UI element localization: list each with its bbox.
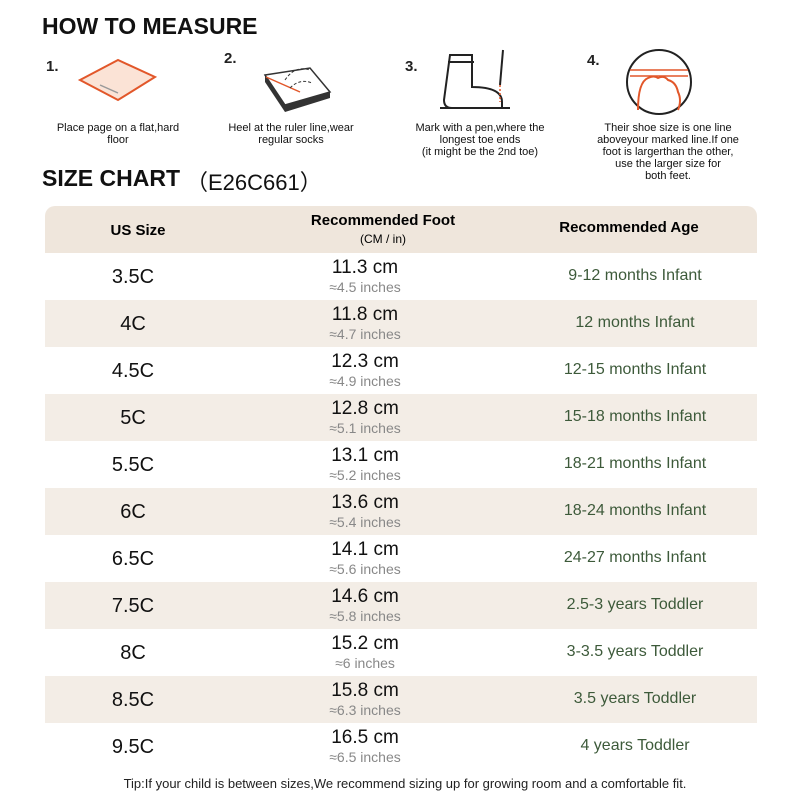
size-cell: 5C — [120, 406, 146, 429]
text-line: foot is largerthan the other, — [602, 146, 734, 158]
foot-inches: ≈5.4 inches — [329, 514, 401, 530]
table-row: 4C 11.8 cm ≈4.7 inches 12 months Infant — [45, 300, 757, 347]
size-cell: 7.5C — [111, 594, 155, 617]
text-line: Heel at the ruler line,wear — [228, 122, 354, 134]
foot-cm: 14.6 cm — [331, 586, 399, 607]
foot-cm: 11.3 cm — [331, 257, 399, 278]
text-line: Mark with a pen,where the — [415, 122, 545, 134]
text-line: Place page on a flat,hard — [56, 122, 180, 134]
foot-inches: ≈6 inches — [335, 655, 395, 671]
header-cell: Recommended Foot — [310, 212, 456, 229]
age-cell: 12-15 months Infant — [563, 360, 707, 378]
age-cell: 18-24 months Infant — [563, 501, 707, 519]
icon-sock — [440, 49, 510, 109]
header-subtext: (CM / in) — [360, 232, 406, 246]
size-cell: 4C — [120, 312, 146, 335]
table-row: 5.5C 13.1 cm ≈5.2 inches 18-21 months Infan… — [45, 441, 757, 488]
step-icons — [77, 49, 692, 115]
table-row: 5C 12.8 cm ≈5.1 inches 15-18 months Infant — [45, 394, 757, 441]
age-cell: 24-27 months Infant — [563, 548, 707, 566]
foot-cm: 15.8 cm — [331, 680, 399, 701]
section-title: SIZE CHART — [42, 165, 180, 191]
table-row: 7.5C 14.6 cm ≈5.8 inches 2.5-3 years Toddle… — [45, 582, 757, 629]
step-number: 4. — [587, 52, 600, 69]
text-line: (it might be the 2nd toe) — [421, 146, 539, 158]
size-table: US Size Recommended Foot (CM / in) Recom… — [45, 206, 757, 770]
foot-cm: 11.8 cm — [331, 304, 399, 325]
foot-inches: ≈6.3 inches — [329, 702, 401, 718]
foot-cm: 13.1 cm — [331, 445, 399, 466]
tip-text: Tip:If your child is between sizes,We re… — [123, 776, 687, 791]
age-cell: 12 months Infant — [575, 313, 695, 331]
foot-cm: 12.8 cm — [331, 398, 399, 419]
foot-inches: ≈5.1 inches — [329, 420, 401, 436]
model-code: （E26C661） — [186, 170, 322, 195]
size-cell: 8C — [120, 641, 146, 664]
foot-inches: ≈5.8 inches — [329, 608, 401, 624]
step-text: Their shoe size is one line aboveyour mar… — [583, 122, 753, 182]
age-cell: 4 years Toddler — [580, 736, 690, 754]
age-cell: 9-12 months Infant — [568, 266, 702, 284]
step-number: 2. — [224, 50, 237, 67]
header-cell: Recommended Age — [559, 219, 699, 236]
foot-inches: ≈4.5 inches — [329, 279, 401, 295]
table-row: 8C 15.2 cm ≈6 inches 3-3.5 years Toddler — [45, 629, 757, 676]
step-text: Place page on a flat,hard floor — [33, 122, 203, 146]
table-row: 8.5C 15.8 cm ≈6.3 inches 3.5 years Toddler — [45, 676, 757, 723]
foot-inches: ≈4.7 inches — [329, 326, 401, 342]
text-line: aboveyour marked line.If one — [597, 134, 739, 146]
foot-cm: 14.1 cm — [331, 539, 399, 560]
size-cell: 6C — [120, 500, 146, 523]
text-line: both feet. — [645, 170, 691, 182]
table-row: 3.5C 11.3 cm ≈4.5 inches 9-12 months Infant — [45, 253, 757, 300]
size-cell: 9.5C — [111, 735, 155, 758]
foot-inches: ≈5.6 inches — [329, 561, 401, 577]
age-cell: 15-18 months Infant — [563, 407, 707, 425]
table-row: 6.5C 14.1 cm ≈5.6 inches 24-27 months Infan… — [45, 535, 757, 582]
text-line: regular socks — [258, 134, 324, 146]
table-row: 6C 13.6 cm ≈5.4 inches 18-24 months Infant — [45, 488, 757, 535]
age-cell: 3.5 years Toddler — [573, 689, 697, 707]
header-row: US Size Recommended Foot (CM / in) Recom… — [45, 206, 757, 253]
foot-cm: 15.2 cm — [331, 633, 399, 654]
foot-cm: 13.6 cm — [331, 492, 399, 513]
section-title: HOW TO MEASURE — [42, 13, 258, 39]
table-row: 4.5C 12.3 cm ≈4.9 inches 12-15 months Infan… — [45, 347, 757, 394]
foot-cm: 12.3 cm — [331, 351, 399, 372]
foot-inches: ≈5.2 inches — [329, 467, 401, 483]
step-text: Heel at the ruler line,wear regular socks — [206, 122, 376, 146]
step-number: 1. — [46, 58, 59, 75]
step-number: 3. — [405, 58, 418, 75]
icon-ruler — [263, 67, 332, 112]
text-line: use the larger size for — [615, 158, 721, 170]
text-line: floor — [107, 134, 129, 146]
foot-cm: 16.5 cm — [331, 727, 399, 748]
age-cell: 18-21 months Infant — [563, 454, 707, 472]
age-cell: 3-3.5 years Toddler — [566, 642, 704, 660]
foot-inches: ≈6.5 inches — [329, 749, 401, 765]
size-cell: 4.5C — [111, 359, 155, 382]
size-cell: 6.5C — [111, 547, 155, 570]
size-cell: 5.5C — [111, 453, 155, 476]
age-cell: 2.5-3 years Toddler — [566, 595, 704, 613]
table-row: 9.5C 16.5 cm ≈6.5 inches 4 years Toddler — [45, 723, 757, 770]
text-line: longest toe ends — [439, 134, 521, 146]
size-cell: 8.5C — [111, 688, 155, 711]
size-cell: 3.5C — [111, 265, 155, 288]
step-text: Mark with a pen,where the longest toe end… — [395, 122, 565, 158]
icon-toe — [626, 49, 692, 115]
icon-paper — [77, 58, 158, 102]
foot-inches: ≈4.9 inches — [329, 373, 401, 389]
text-line: Their shoe size is one line — [604, 122, 732, 134]
header-cell: US Size — [110, 222, 166, 239]
